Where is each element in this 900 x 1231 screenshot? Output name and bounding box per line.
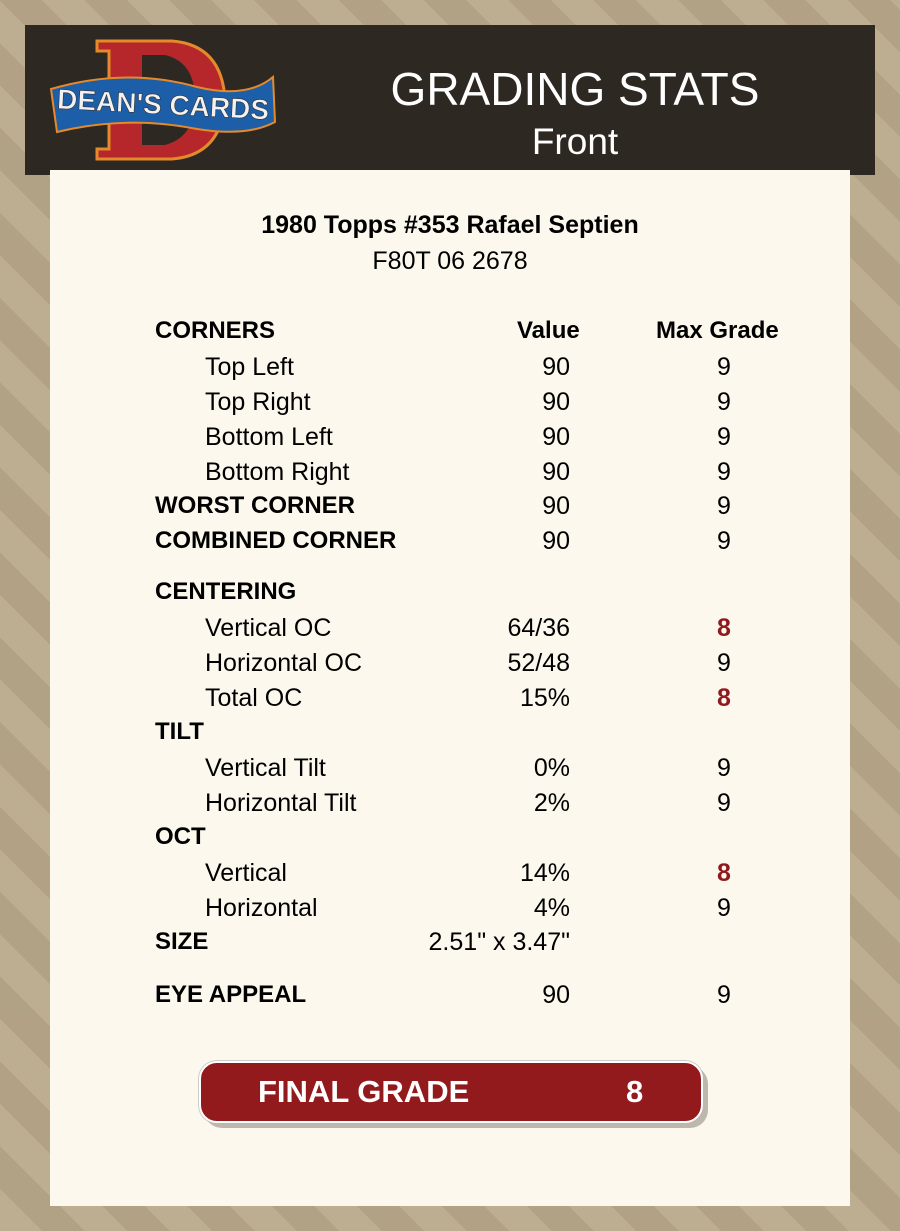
stat-max-grade: 9 <box>717 981 731 1009</box>
stat-row: OCT <box>0 823 900 853</box>
stats-panel <box>50 170 850 1206</box>
stat-row: CENTERING <box>0 578 900 608</box>
stat-max-grade: 8 <box>717 684 731 712</box>
stat-label: Bottom Left <box>205 423 333 451</box>
stat-label: Vertical Tilt <box>205 754 326 782</box>
stat-value: 2% <box>533 789 570 817</box>
stat-value: 14% <box>519 859 570 887</box>
stat-row: Top Left 90 9 <box>0 353 900 383</box>
stat-value: 90 <box>542 527 570 555</box>
stat-max-grade: 8 <box>717 614 731 642</box>
stat-label: Horizontal <box>205 894 318 922</box>
stat-value: 90 <box>542 388 570 416</box>
stat-value: 15% <box>519 684 570 712</box>
stat-row: CORNERS <box>0 317 900 347</box>
stat-label: EYE APPEAL <box>155 981 307 1008</box>
stat-max-grade: 9 <box>717 649 731 677</box>
stat-row: SIZE 2.51" x 3.47" <box>0 928 900 958</box>
final-grade-label: FINAL GRADE <box>258 1074 470 1109</box>
stat-label: WORST CORNER <box>155 492 355 519</box>
stat-label: Vertical <box>205 859 287 887</box>
stat-row: Top Right 90 9 <box>0 388 900 418</box>
stat-max-grade: 9 <box>717 388 731 416</box>
stat-value: 2.51" x 3.47" <box>428 928 570 956</box>
stat-row: Bottom Left 90 9 <box>0 423 900 453</box>
stat-max-grade: 9 <box>717 789 731 817</box>
stat-max-grade: 8 <box>717 859 731 887</box>
stat-value: 4% <box>533 894 570 922</box>
stat-max-grade: 9 <box>717 492 731 520</box>
stat-row: Vertical OC 64/36 8 <box>0 614 900 644</box>
header: DEAN'S CARDS GRADING STATS Front <box>25 25 875 175</box>
page-subtitle: Front <box>531 121 619 162</box>
stat-value: 90 <box>542 981 570 1009</box>
page-title: GRADING STATS <box>390 63 760 115</box>
card-name: 1980 Topps #353 Rafael Septien <box>261 211 639 239</box>
stat-value: 64/36 <box>507 614 570 642</box>
stat-label: CENTERING <box>155 578 297 605</box>
stat-label: Vertical OC <box>205 614 332 642</box>
stat-label: TILT <box>155 718 204 745</box>
stat-value: 90 <box>542 492 570 520</box>
stat-max-grade: 9 <box>717 423 731 451</box>
max-grade-column-header: Max Grade <box>656 317 779 344</box>
final-grade-value: 8 <box>626 1074 644 1109</box>
card-id: F80T 06 2678 <box>372 247 528 275</box>
stat-label: Total OC <box>205 684 303 712</box>
stat-max-grade: 9 <box>717 894 731 922</box>
stat-label: Top Left <box>205 353 294 381</box>
stat-label: COMBINED CORNER <box>155 527 397 554</box>
stat-value: 52/48 <box>507 649 570 677</box>
stat-value: 90 <box>542 423 570 451</box>
stat-label: Horizontal Tilt <box>205 789 357 817</box>
stat-label: OCT <box>155 823 206 850</box>
stat-row: EYE APPEAL 90 9 <box>0 981 900 1011</box>
stat-max-grade: 9 <box>717 754 731 782</box>
stat-value: 90 <box>542 458 570 486</box>
stat-value: 90 <box>542 353 570 381</box>
stat-row: TILT <box>0 718 900 748</box>
stat-max-grade: 9 <box>717 527 731 555</box>
value-column-header: Value <box>517 317 580 344</box>
stat-row: Horizontal OC 52/48 9 <box>0 649 900 679</box>
stat-value: 0% <box>533 754 570 782</box>
stat-row: Horizontal Tilt 2% 9 <box>0 789 900 819</box>
stat-label: CORNERS <box>155 317 276 344</box>
stat-label: Bottom Right <box>205 458 350 486</box>
stat-row: Bottom Right 90 9 <box>0 458 900 488</box>
stat-label: SIZE <box>155 928 209 955</box>
stat-max-grade: 9 <box>717 353 731 381</box>
stat-row: COMBINED CORNER 90 9 <box>0 527 900 557</box>
stat-row: Vertical Tilt 0% 9 <box>0 754 900 784</box>
stat-label: Horizontal OC <box>205 649 362 677</box>
stat-row: Horizontal 4% 9 <box>0 894 900 924</box>
stat-row: WORST CORNER 90 9 <box>0 492 900 522</box>
stat-row: Vertical 14% 8 <box>0 859 900 889</box>
final-grade-badge: FINAL GRADE 8 <box>199 1061 703 1123</box>
stat-label: Top Right <box>205 388 311 416</box>
deans-cards-logo: DEAN'S CARDS <box>49 39 277 161</box>
stat-row: Total OC 15% 8 <box>0 684 900 714</box>
stat-max-grade: 9 <box>717 458 731 486</box>
